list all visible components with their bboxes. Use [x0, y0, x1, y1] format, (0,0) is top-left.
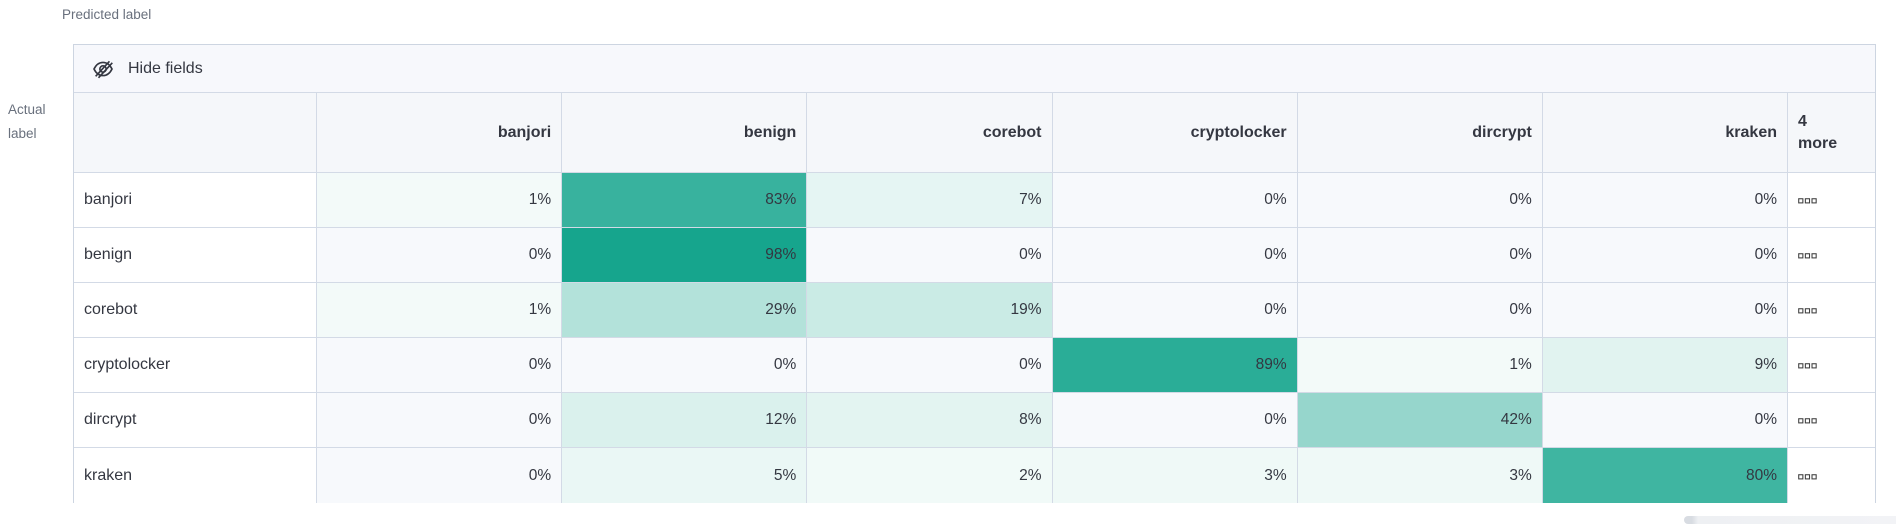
matrix-cell-corebot-cryptolocker[interactable]: 0% [1051, 283, 1297, 338]
row-label-corebot[interactable]: corebot [74, 283, 316, 338]
actual-axis-label: Actual label [8, 98, 66, 146]
row-label-cryptolocker[interactable]: cryptolocker [74, 338, 316, 393]
matrix-cell-corebot-banjori[interactable]: 1% [316, 283, 562, 338]
boxes-horizontal-icon [1798, 246, 1817, 264]
predicted-axis-label: Predicted label [62, 7, 152, 22]
matrix-cell-benign-kraken[interactable]: 0% [1541, 228, 1787, 283]
confusion-matrix-table: Hide fields banjori benign corebot cryptolo… [73, 44, 1876, 503]
actual-axis-label-line1: Actual [8, 102, 46, 117]
matrix-cell-benign-cryptolocker[interactable]: 0% [1051, 228, 1297, 283]
matrix-cell-cryptolocker-kraken[interactable]: 9% [1541, 338, 1787, 393]
row-more-cell-benign[interactable] [1787, 228, 1875, 283]
matrix-cell-cryptolocker-cryptolocker[interactable]: 89% [1051, 338, 1297, 393]
matrix-cell-dircrypt-kraken[interactable]: 0% [1541, 393, 1787, 448]
matrix-cell-banjori-cryptolocker[interactable]: 0% [1051, 173, 1297, 228]
column-header-corner [74, 93, 316, 173]
matrix-cell-corebot-corebot[interactable]: 19% [806, 283, 1052, 338]
matrix-cell-dircrypt-benign[interactable]: 12% [561, 393, 807, 448]
matrix-cell-benign-benign[interactable]: 98% [561, 228, 807, 283]
row-more-cell-dircrypt[interactable] [1787, 393, 1875, 448]
column-header-more[interactable]: 4 more [1787, 93, 1875, 173]
column-header-corebot[interactable]: corebot [806, 93, 1052, 173]
matrix-cell-kraken-cryptolocker[interactable]: 3% [1051, 448, 1297, 503]
matrix-cell-corebot-benign[interactable]: 29% [561, 283, 807, 338]
boxes-horizontal-icon [1798, 191, 1817, 209]
column-header-dircrypt[interactable]: dircrypt [1296, 93, 1542, 173]
matrix-cell-banjori-benign[interactable]: 83% [561, 173, 807, 228]
horizontal-scrollbar[interactable] [1684, 516, 1896, 524]
row-label-banjori[interactable]: banjori [74, 173, 316, 228]
matrix-cell-banjori-corebot[interactable]: 7% [806, 173, 1052, 228]
matrix-cell-banjori-dircrypt[interactable]: 0% [1296, 173, 1542, 228]
hide-fields-button[interactable]: Hide fields [74, 45, 1875, 93]
actual-axis-label-line2: label [8, 126, 37, 141]
row-more-cell-cryptolocker[interactable] [1787, 338, 1875, 393]
matrix-cell-banjori-kraken[interactable]: 0% [1541, 173, 1787, 228]
matrix-cell-benign-dircrypt[interactable]: 0% [1296, 228, 1542, 283]
row-more-cell-corebot[interactable] [1787, 283, 1875, 338]
matrix-cell-kraken-benign[interactable]: 5% [561, 448, 807, 503]
matrix-cell-benign-banjori[interactable]: 0% [316, 228, 562, 283]
row-more-cell-banjori[interactable] [1787, 173, 1875, 228]
matrix-cell-corebot-dircrypt[interactable]: 0% [1296, 283, 1542, 338]
matrix-cell-benign-corebot[interactable]: 0% [806, 228, 1052, 283]
matrix-cell-corebot-kraken[interactable]: 0% [1541, 283, 1787, 338]
matrix-cell-kraken-kraken[interactable]: 80% [1541, 448, 1787, 503]
column-header-kraken[interactable]: kraken [1541, 93, 1787, 173]
matrix-cell-kraken-dircrypt[interactable]: 3% [1296, 448, 1542, 503]
matrix-cell-kraken-corebot[interactable]: 2% [806, 448, 1052, 503]
row-label-kraken[interactable]: kraken [74, 448, 316, 503]
matrix-cell-dircrypt-dircrypt[interactable]: 42% [1296, 393, 1542, 448]
column-header-benign[interactable]: benign [561, 93, 807, 173]
matrix-cell-cryptolocker-dircrypt[interactable]: 1% [1296, 338, 1542, 393]
matrix-cell-dircrypt-corebot[interactable]: 8% [806, 393, 1052, 448]
boxes-horizontal-icon [1798, 356, 1817, 374]
hide-fields-label: Hide fields [128, 59, 203, 77]
matrix-cell-dircrypt-banjori[interactable]: 0% [316, 393, 562, 448]
matrix-cell-banjori-banjori[interactable]: 1% [316, 173, 562, 228]
boxes-horizontal-icon [1798, 467, 1817, 485]
boxes-horizontal-icon [1798, 301, 1817, 319]
row-more-cell-kraken[interactable] [1787, 448, 1875, 503]
matrix-cell-kraken-banjori[interactable]: 0% [316, 448, 562, 503]
matrix-cell-cryptolocker-banjori[interactable]: 0% [316, 338, 562, 393]
boxes-horizontal-icon [1798, 411, 1817, 429]
row-label-dircrypt[interactable]: dircrypt [74, 393, 316, 448]
column-header-banjori[interactable]: banjori [316, 93, 562, 173]
row-label-benign[interactable]: benign [74, 228, 316, 283]
matrix-cell-cryptolocker-benign[interactable]: 0% [561, 338, 807, 393]
column-header-cryptolocker[interactable]: cryptolocker [1051, 93, 1297, 173]
confusion-matrix-grid: banjori benign corebot cryptolocker dircrypt… [74, 93, 1875, 503]
eye-closed-icon [93, 60, 113, 78]
matrix-cell-cryptolocker-corebot[interactable]: 0% [806, 338, 1052, 393]
matrix-cell-dircrypt-cryptolocker[interactable]: 0% [1051, 393, 1297, 448]
